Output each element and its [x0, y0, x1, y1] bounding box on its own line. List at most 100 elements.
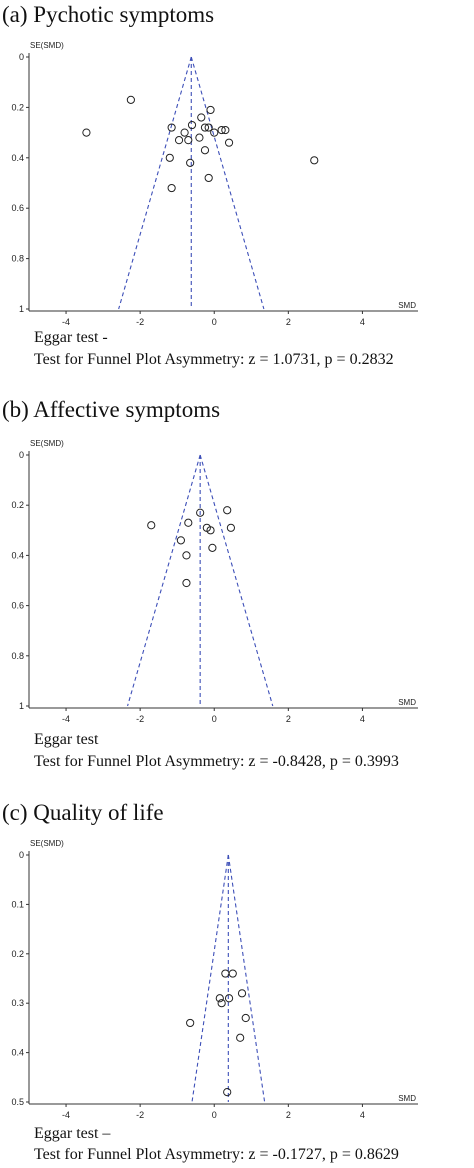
study-point — [165, 153, 174, 162]
x-tick-label: 2 — [286, 714, 291, 724]
study-point — [310, 156, 319, 165]
y-tick-label: 0.8 — [11, 651, 24, 661]
panel-a: (a) Pychotic symptoms 0 0.2 0.4 0.6 0.8 1 -4 -2… — [0, 0, 474, 380]
y-tick-label: 0 — [19, 850, 24, 860]
study-point — [206, 105, 215, 115]
funnel-right-line — [190, 56, 265, 310]
study-point — [228, 969, 237, 978]
study-point — [184, 518, 193, 527]
study-point — [215, 994, 224, 1003]
x-tick-label: -2 — [136, 317, 144, 327]
study-point — [197, 113, 206, 122]
study-point — [226, 523, 236, 532]
x-tick-label: 2 — [286, 1110, 291, 1120]
funnel-right-line — [199, 454, 274, 707]
y-tick-label: 0.5 — [11, 1097, 24, 1107]
y-tick-label: 1 — [19, 304, 24, 314]
panel-title: (c) Quality of life — [2, 800, 164, 825]
study-point — [167, 183, 176, 193]
x-axis-label: SMD — [398, 698, 416, 707]
study-point — [208, 543, 217, 552]
study-point — [204, 173, 213, 183]
study-point — [224, 138, 234, 147]
y-tick-label: 0 — [19, 52, 24, 62]
study-point — [221, 125, 230, 135]
study-point — [217, 125, 226, 135]
study-point — [186, 1018, 195, 1028]
egger-test-result: Test for Funnel Plot Asymmetry: z = 1.07… — [34, 351, 394, 368]
egger-test-label: Eggar test — [34, 731, 99, 748]
study-point — [195, 133, 204, 142]
x-axis-label: SMD — [398, 1094, 416, 1103]
y-tick-label: 0 — [19, 450, 24, 460]
study-point — [204, 123, 213, 132]
study-point — [126, 95, 135, 104]
funnel-left-line — [118, 56, 192, 310]
study-point — [184, 136, 193, 145]
study-point — [223, 1088, 232, 1097]
study-point — [224, 994, 234, 1003]
funnel-plot-c: 0 0.1 0.2 0.3 0.4 0.5 -4 -2 0 2 4 SE(SMD) SMD — [11, 839, 418, 1120]
study-point — [221, 969, 230, 978]
y-tick-label: 0.4 — [11, 550, 24, 560]
study-point — [206, 526, 215, 535]
study-point — [174, 136, 184, 145]
x-tick-label: 4 — [360, 1110, 365, 1120]
y-tick-label: 0.6 — [11, 601, 24, 611]
x-tick-label: -4 — [62, 317, 70, 327]
y-tick-label: 0.2 — [11, 500, 24, 510]
egger-test-result: Test for Funnel Plot Asymmetry: z = -0.1… — [34, 1146, 399, 1163]
y-axis-label: SE(SMD) — [30, 439, 64, 448]
study-point — [147, 521, 156, 530]
y-tick-label: 1 — [19, 701, 24, 711]
study-point — [237, 989, 247, 998]
study-point — [176, 536, 185, 545]
y-axis-label: SE(SMD) — [30, 41, 64, 50]
study-point — [82, 128, 91, 137]
study-point — [200, 146, 210, 155]
y-tick-label: 0.2 — [11, 102, 24, 112]
x-tick-label: -4 — [62, 1110, 70, 1120]
study-point — [180, 128, 189, 137]
panel-b: (b) Affective symptoms 0 0.2 0.4 0.6 0.8 1 -4 -… — [2, 397, 418, 770]
x-tick-label: -2 — [136, 714, 144, 724]
y-tick-label: 0.4 — [11, 1048, 24, 1058]
egger-test-result: Test for Funnel Plot Asymmetry: z = -0.8… — [34, 753, 399, 770]
panel-title: (a) Pychotic symptoms — [2, 2, 215, 27]
panel-title: (b) Affective symptoms — [2, 397, 221, 422]
x-tick-label: 4 — [360, 317, 365, 327]
funnel-left-line — [191, 854, 229, 1103]
y-tick-label: 0.4 — [11, 153, 24, 163]
y-tick-label: 0.1 — [11, 899, 24, 909]
funnel-left-line — [127, 454, 201, 707]
study-point — [182, 551, 191, 560]
study-point — [196, 508, 205, 517]
y-tick-label: 0.6 — [11, 203, 24, 213]
study-point — [217, 999, 226, 1008]
y-tick-label: 0.3 — [11, 998, 24, 1008]
study-point — [167, 123, 176, 132]
y-tick-label: 0.2 — [11, 949, 24, 959]
y-tick-label: 0.8 — [11, 254, 24, 264]
x-tick-label: 0 — [212, 714, 217, 724]
funnel-plot-a: 0 0.2 0.4 0.6 0.8 1 -4 -2 0 2 4 SE(SMD) SMD — [11, 41, 418, 327]
study-point — [241, 1013, 250, 1023]
study-point — [223, 506, 232, 515]
study-point — [186, 158, 195, 167]
study-point — [236, 1033, 245, 1042]
egger-test-label: Eggar test - — [34, 329, 108, 346]
x-axis-label: SMD — [398, 301, 416, 310]
funnel-plot-b: 0 0.2 0.4 0.6 0.8 1 -4 -2 0 2 4 SE(SMD) SMD — [11, 439, 418, 724]
study-point — [182, 578, 191, 588]
funnel-right-line — [227, 854, 266, 1103]
x-tick-label: 4 — [360, 714, 365, 724]
study-point — [187, 120, 197, 130]
study-point — [210, 128, 219, 137]
y-axis-label: SE(SMD) — [30, 839, 64, 848]
x-tick-label: 0 — [212, 317, 217, 327]
x-tick-label: 0 — [212, 1110, 217, 1120]
study-point — [200, 123, 210, 132]
x-tick-label: 2 — [286, 317, 291, 327]
egger-test-label: Eggar test – — [34, 1125, 111, 1142]
